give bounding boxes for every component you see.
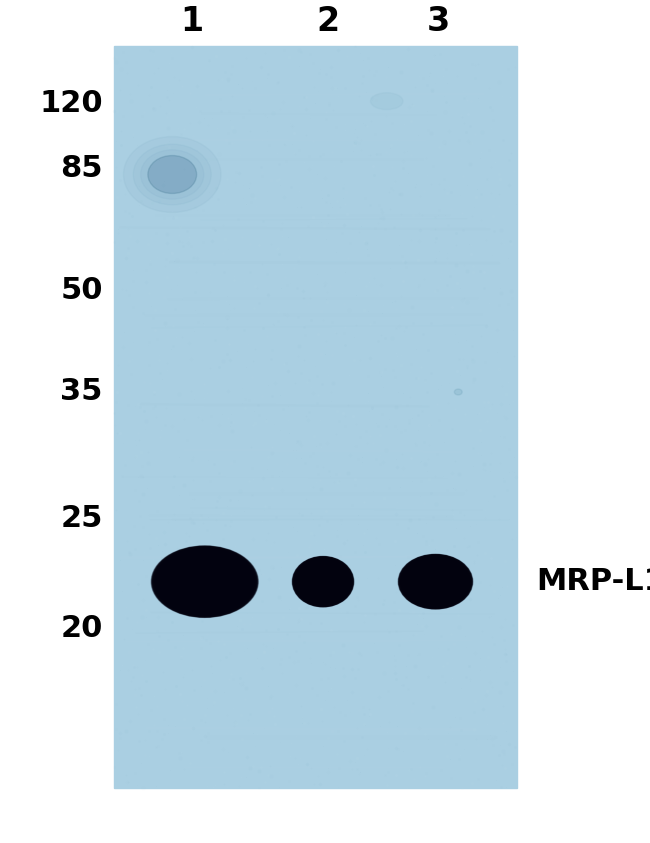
Ellipse shape	[295, 558, 351, 605]
Ellipse shape	[294, 557, 352, 606]
Ellipse shape	[154, 547, 255, 616]
Ellipse shape	[401, 556, 470, 607]
Ellipse shape	[400, 556, 471, 608]
Ellipse shape	[151, 546, 259, 617]
Ellipse shape	[401, 556, 470, 608]
Ellipse shape	[148, 155, 196, 193]
Ellipse shape	[292, 556, 354, 607]
Ellipse shape	[294, 558, 352, 605]
Text: 3: 3	[427, 4, 450, 38]
Ellipse shape	[155, 548, 254, 615]
Text: 35: 35	[60, 378, 103, 406]
Ellipse shape	[153, 547, 256, 616]
Text: 85: 85	[60, 154, 103, 183]
Ellipse shape	[454, 389, 462, 395]
Text: 25: 25	[60, 504, 103, 533]
Text: MRP-L12: MRP-L12	[536, 567, 650, 596]
Ellipse shape	[401, 556, 470, 608]
Ellipse shape	[293, 557, 353, 606]
Ellipse shape	[293, 557, 353, 606]
Ellipse shape	[151, 546, 258, 617]
Ellipse shape	[294, 558, 352, 605]
Ellipse shape	[157, 549, 253, 615]
Ellipse shape	[399, 555, 472, 609]
Ellipse shape	[402, 556, 469, 607]
Ellipse shape	[398, 555, 473, 609]
Ellipse shape	[294, 558, 352, 605]
Ellipse shape	[156, 548, 254, 615]
Ellipse shape	[400, 556, 471, 608]
Ellipse shape	[400, 556, 471, 608]
Ellipse shape	[133, 144, 211, 205]
Ellipse shape	[402, 556, 469, 607]
Ellipse shape	[398, 555, 473, 609]
Ellipse shape	[153, 547, 256, 616]
Text: 2: 2	[317, 4, 340, 38]
Ellipse shape	[155, 548, 255, 615]
Ellipse shape	[292, 556, 354, 607]
Ellipse shape	[370, 93, 403, 110]
Bar	[114, 46, 517, 788]
Ellipse shape	[157, 549, 253, 615]
Ellipse shape	[155, 548, 254, 615]
Ellipse shape	[295, 558, 351, 605]
Ellipse shape	[400, 555, 471, 609]
Ellipse shape	[154, 547, 255, 616]
Ellipse shape	[398, 555, 473, 609]
Ellipse shape	[294, 557, 352, 606]
Ellipse shape	[140, 150, 204, 199]
Text: 50: 50	[60, 277, 103, 305]
Ellipse shape	[292, 556, 354, 607]
Ellipse shape	[294, 558, 352, 605]
Ellipse shape	[293, 557, 353, 606]
Ellipse shape	[294, 557, 352, 606]
Ellipse shape	[153, 546, 257, 617]
Ellipse shape	[292, 556, 354, 607]
Text: 1: 1	[180, 4, 203, 38]
Ellipse shape	[399, 555, 472, 609]
Ellipse shape	[294, 557, 352, 606]
Ellipse shape	[156, 549, 254, 615]
Ellipse shape	[295, 558, 351, 605]
Ellipse shape	[295, 558, 351, 605]
Ellipse shape	[400, 556, 471, 608]
Ellipse shape	[153, 547, 257, 616]
Ellipse shape	[398, 555, 473, 609]
Ellipse shape	[402, 556, 469, 607]
Ellipse shape	[402, 556, 469, 607]
Ellipse shape	[124, 137, 221, 212]
Ellipse shape	[155, 547, 255, 616]
Ellipse shape	[293, 557, 353, 606]
Ellipse shape	[400, 556, 471, 608]
Ellipse shape	[152, 546, 257, 617]
Ellipse shape	[152, 546, 257, 617]
Text: 120: 120	[39, 89, 103, 118]
Ellipse shape	[151, 546, 258, 617]
Ellipse shape	[155, 548, 255, 615]
Text: 20: 20	[60, 614, 103, 642]
Ellipse shape	[399, 555, 472, 609]
